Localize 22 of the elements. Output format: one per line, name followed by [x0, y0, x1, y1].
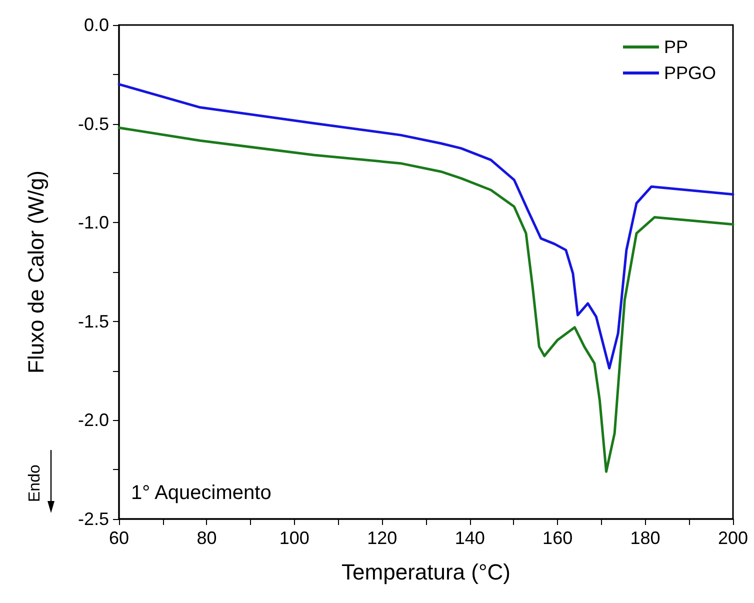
- annotation: 1° Aquecimento: [131, 482, 272, 504]
- x-tick-label: 140: [454, 528, 485, 548]
- line-series: [118, 126, 734, 473]
- line-series: [118, 83, 734, 370]
- y-axis-title: Fluxo de Calor (W/g): [24, 170, 48, 374]
- y-tick-label: -0.5: [78, 114, 109, 134]
- y-tick-label: -1.0: [78, 212, 109, 233]
- y-tick-label: 0.0: [84, 15, 109, 35]
- y-tick-label: -2.0: [78, 410, 109, 430]
- x-tick-label: 160: [542, 528, 573, 548]
- text: Endo: [26, 464, 44, 502]
- legend-label: PPGO: [664, 63, 716, 83]
- legend-label: PP: [664, 37, 688, 57]
- x-tick-label: 80: [196, 528, 217, 548]
- y-tick-label: -2.5: [78, 509, 109, 529]
- x-axis-title: Temperatura (°C): [342, 560, 510, 584]
- x-tick-label: 180: [630, 528, 660, 548]
- x-tick-label: 120: [367, 528, 398, 548]
- x-tick-label: 200: [718, 528, 748, 548]
- x-tick-label: 100: [279, 528, 310, 548]
- y-tick-label: -1.5: [78, 311, 109, 332]
- x-tick-label: 60: [108, 528, 130, 548]
